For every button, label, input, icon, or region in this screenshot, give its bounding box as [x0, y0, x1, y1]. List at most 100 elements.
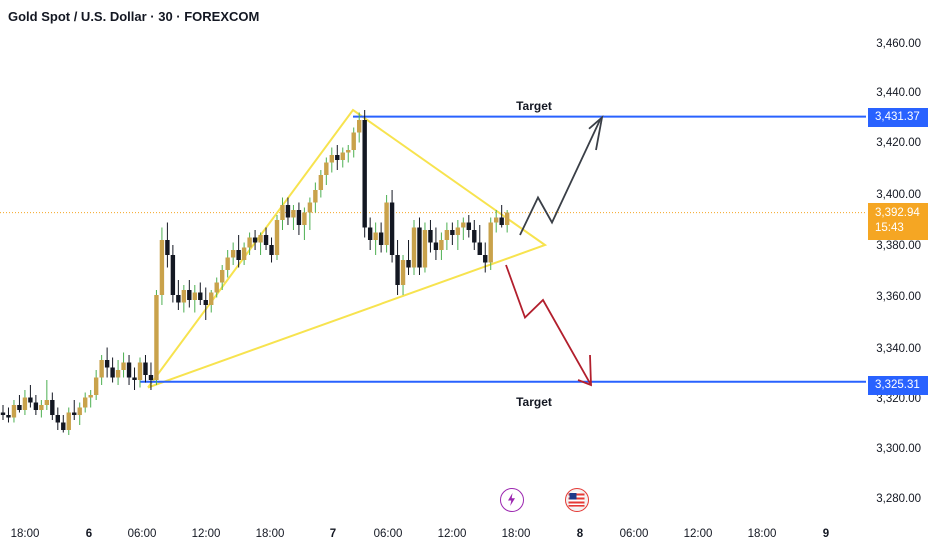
candle-body — [483, 255, 488, 263]
candle-body — [258, 235, 263, 243]
candle-body — [318, 175, 324, 190]
candle-body — [72, 412, 77, 415]
candle-body — [22, 397, 28, 410]
candle-body — [187, 290, 192, 300]
candle-body — [55, 415, 60, 423]
price-tick: 3,380.00 — [876, 240, 921, 252]
candle-body — [296, 210, 302, 225]
candle-body — [389, 202, 395, 255]
candle-body — [455, 227, 461, 235]
candle-body — [499, 217, 504, 225]
time-tick: 9 — [822, 528, 830, 540]
candle-body — [395, 255, 400, 285]
candle-body — [461, 222, 466, 228]
candle-body — [148, 375, 154, 380]
candle-body — [77, 407, 82, 415]
candle-body — [159, 240, 165, 295]
candle-body — [28, 397, 33, 403]
lower-target-label: Target — [516, 395, 552, 409]
candle-body — [274, 220, 280, 255]
candle-body — [66, 412, 71, 430]
bar-countdown: 15:43 — [875, 222, 904, 234]
candle-body — [115, 370, 121, 378]
bearish-arrowhead — [577, 354, 592, 387]
candle-body — [472, 230, 477, 243]
candle-body — [93, 377, 99, 395]
candle-body — [357, 120, 362, 133]
candle-body — [132, 377, 137, 380]
candle-body — [192, 292, 197, 300]
price-tick: 3,460.00 — [876, 38, 921, 50]
candle-body — [302, 212, 307, 225]
time-tick: 06:00 — [373, 528, 403, 540]
candle-body — [285, 205, 291, 218]
candle-body — [225, 257, 230, 270]
price-tick: 3,400.00 — [876, 189, 921, 201]
candle-body — [329, 155, 334, 163]
candle-body — [488, 222, 493, 263]
candle-body — [126, 362, 132, 378]
candle-body — [241, 247, 247, 260]
lightning-icon[interactable] — [500, 488, 524, 512]
candle-body — [88, 395, 93, 398]
symbol-title[interactable]: Gold Spot / U.S. Dollar · 30 · FOREXCOM — [8, 9, 260, 24]
candle-body — [0, 412, 6, 415]
candle-body — [252, 237, 258, 243]
candle-body — [143, 362, 148, 375]
candle-body — [367, 227, 373, 240]
candle-body — [83, 397, 88, 408]
candle-body — [433, 242, 439, 250]
symmetrical-triangle — [147, 108, 548, 389]
price-tick: 3,280.00 — [876, 493, 921, 505]
candle-body — [154, 295, 159, 380]
time-tick: 06:00 — [127, 528, 157, 540]
candle-body — [378, 232, 384, 245]
candle-body — [6, 415, 11, 418]
candle-body — [230, 250, 236, 258]
price-tick: 3,360.00 — [876, 291, 921, 303]
candle-body — [33, 402, 39, 410]
time-tick: 18:00 — [10, 528, 40, 540]
candle-body — [203, 300, 208, 305]
candle-body — [176, 295, 181, 303]
candle-body — [263, 235, 269, 245]
candle-body — [307, 202, 313, 213]
bullish-arrow-path — [519, 119, 601, 236]
current-price-badge: 3,392.94 15:43 — [868, 203, 928, 240]
time-tick: 7 — [329, 528, 337, 540]
candle-body — [181, 290, 187, 303]
candle-body — [220, 270, 225, 283]
candle-body — [450, 230, 455, 235]
price-tick: 3,300.00 — [876, 443, 921, 455]
candle-body — [61, 422, 66, 430]
candle-body — [406, 260, 411, 268]
current-price-value: 3,392.94 — [875, 207, 920, 219]
candle-body — [110, 367, 115, 378]
candle-body — [494, 217, 499, 223]
candle-body — [104, 360, 110, 368]
candle-body — [384, 202, 389, 245]
candle-body — [346, 150, 351, 153]
candle-body — [422, 230, 428, 268]
us-flag-icon[interactable] — [565, 488, 589, 512]
time-tick: 12:00 — [683, 528, 713, 540]
candle-body — [444, 230, 450, 240]
time-tick: 06:00 — [619, 528, 649, 540]
candle-body — [400, 260, 406, 285]
candle-body — [165, 240, 170, 255]
candle-body — [214, 282, 219, 293]
candle-body — [236, 250, 241, 260]
candle-body — [44, 400, 50, 405]
candle-body — [39, 405, 44, 410]
candle-body — [324, 162, 329, 175]
time-tick: 8 — [576, 528, 584, 540]
candle-body — [411, 227, 417, 268]
bearish-arrow-path — [505, 264, 592, 386]
price-tick: 3,440.00 — [876, 87, 921, 99]
candle-body — [17, 405, 22, 410]
time-tick: 12:00 — [437, 528, 467, 540]
time-tick: 18:00 — [747, 528, 777, 540]
candle-body — [99, 360, 104, 378]
candle-body — [351, 132, 356, 150]
